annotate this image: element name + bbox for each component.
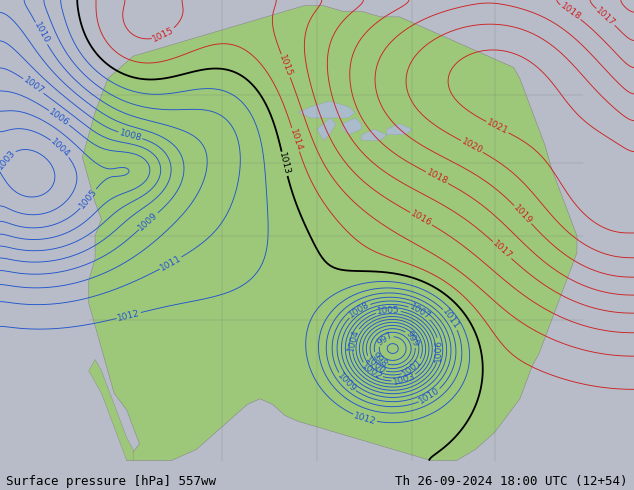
Text: 1016: 1016 bbox=[409, 209, 433, 228]
Text: 1011: 1011 bbox=[158, 254, 183, 273]
Text: 1013: 1013 bbox=[278, 151, 292, 176]
Text: 1019: 1019 bbox=[512, 203, 534, 226]
Polygon shape bbox=[361, 129, 387, 141]
Polygon shape bbox=[89, 360, 133, 461]
Text: 1000: 1000 bbox=[363, 355, 387, 376]
Text: Th 26-09-2024 18:00 UTC (12+54): Th 26-09-2024 18:00 UTC (12+54) bbox=[395, 474, 628, 488]
Text: 1003: 1003 bbox=[0, 148, 17, 171]
Text: 1012: 1012 bbox=[353, 411, 377, 426]
Text: 997: 997 bbox=[375, 330, 394, 348]
Text: 1011: 1011 bbox=[441, 307, 461, 331]
Text: 1004: 1004 bbox=[346, 328, 361, 352]
Polygon shape bbox=[317, 118, 336, 141]
Text: 1005: 1005 bbox=[377, 305, 400, 316]
Text: 1008: 1008 bbox=[118, 128, 143, 143]
Polygon shape bbox=[82, 5, 577, 461]
Text: 1007: 1007 bbox=[408, 302, 432, 322]
Text: 1018: 1018 bbox=[559, 1, 583, 23]
Text: 1017: 1017 bbox=[594, 6, 617, 28]
Text: 1004: 1004 bbox=[49, 137, 72, 159]
Text: 999: 999 bbox=[404, 329, 420, 348]
Text: 1001: 1001 bbox=[401, 357, 424, 379]
Text: 1015: 1015 bbox=[152, 25, 176, 44]
Text: 1020: 1020 bbox=[460, 137, 484, 156]
Text: 1009: 1009 bbox=[137, 210, 160, 232]
Polygon shape bbox=[342, 118, 361, 135]
Text: 1012: 1012 bbox=[117, 308, 141, 322]
Text: 1005: 1005 bbox=[78, 187, 100, 211]
Text: 1002: 1002 bbox=[360, 361, 384, 382]
Text: 1003: 1003 bbox=[392, 372, 416, 387]
Text: 1018: 1018 bbox=[425, 168, 450, 187]
Text: 998: 998 bbox=[370, 351, 389, 369]
Polygon shape bbox=[387, 123, 412, 135]
Text: 1015: 1015 bbox=[278, 53, 294, 78]
Text: 1007: 1007 bbox=[22, 75, 46, 96]
Text: 1006: 1006 bbox=[47, 107, 71, 128]
Text: 1008: 1008 bbox=[347, 300, 372, 320]
Text: 1010: 1010 bbox=[418, 386, 442, 406]
Polygon shape bbox=[298, 101, 355, 118]
Text: Surface pressure [hPa] 557ww: Surface pressure [hPa] 557ww bbox=[6, 474, 216, 488]
Text: 1009: 1009 bbox=[335, 371, 358, 394]
Text: 1014: 1014 bbox=[288, 127, 303, 152]
Text: 1017: 1017 bbox=[491, 239, 514, 261]
Text: 1021: 1021 bbox=[485, 118, 510, 136]
Text: 1010: 1010 bbox=[32, 21, 51, 46]
Text: 1006: 1006 bbox=[434, 339, 444, 362]
